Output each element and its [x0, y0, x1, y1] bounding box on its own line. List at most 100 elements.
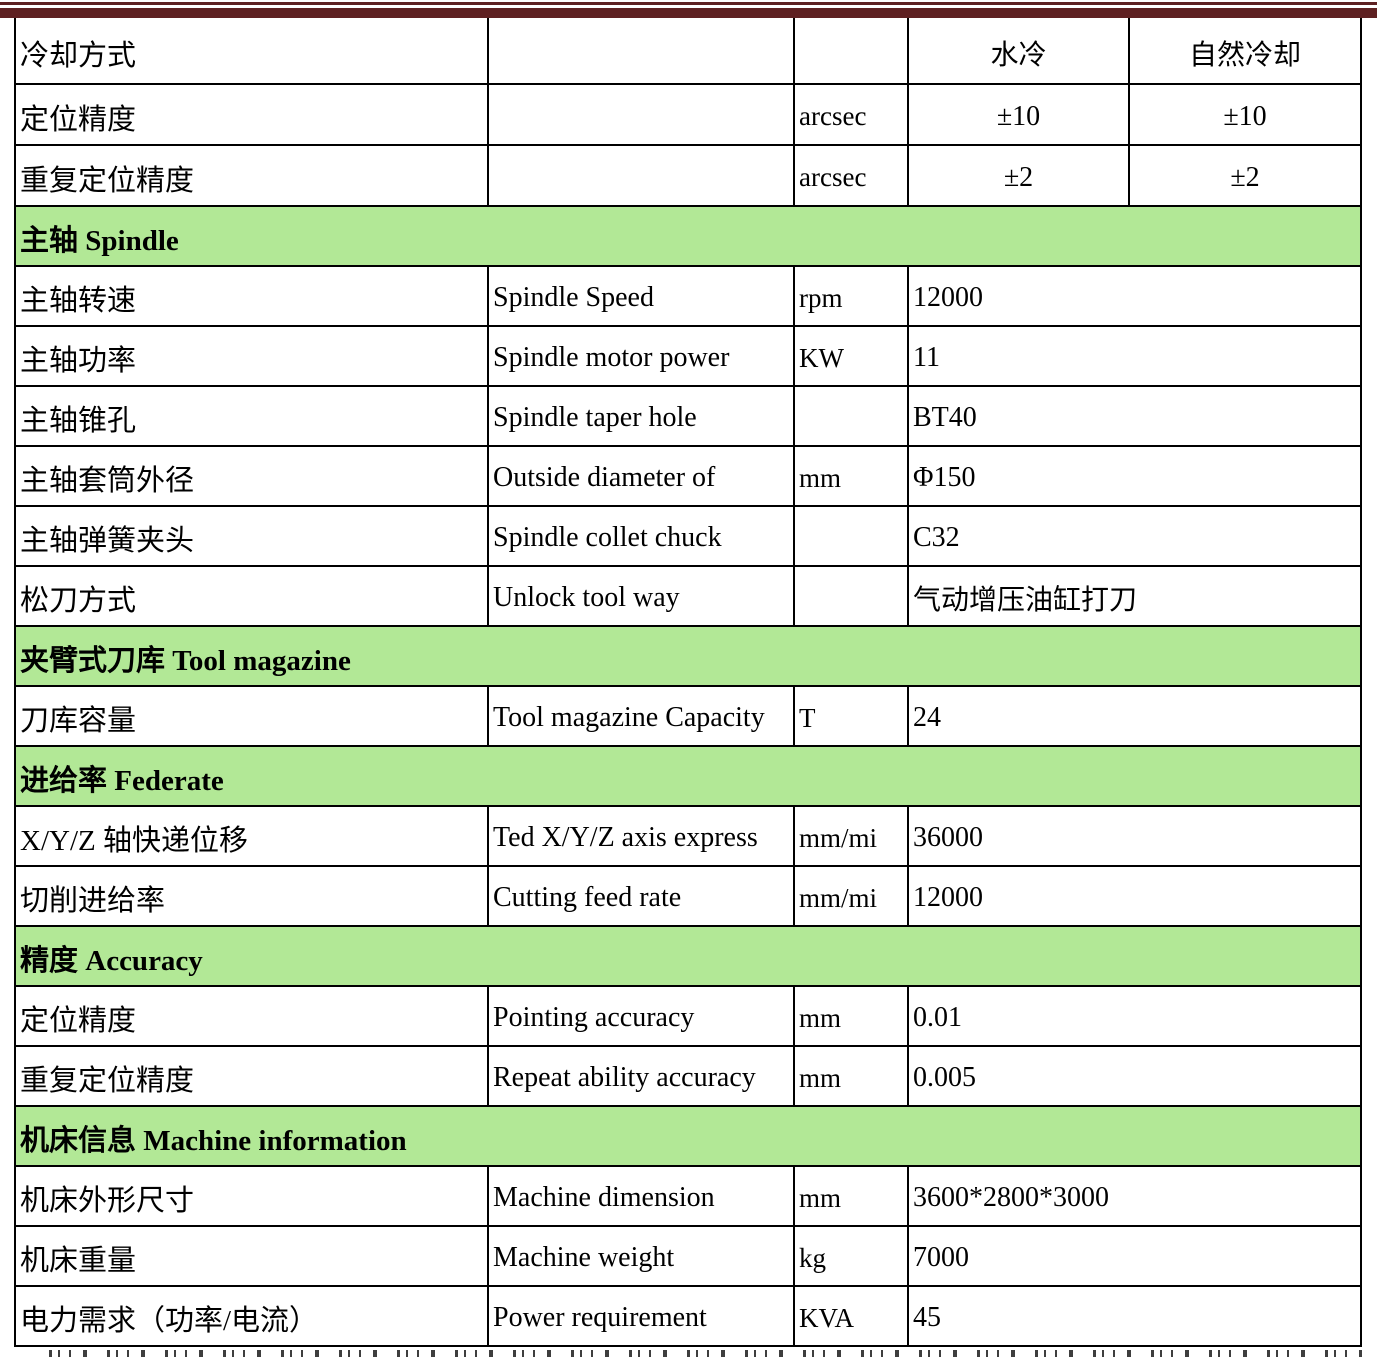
- unit-cell: [793, 505, 909, 567]
- spec-row: 主轴套筒外径 Outside diameter of mm Φ150: [14, 445, 1362, 507]
- spec-row: 重复定位精度 arcsec ±2 ±2: [14, 144, 1362, 207]
- label-en-cell: Tool magazine Capacity: [487, 685, 795, 747]
- unit-cell: arcsec: [793, 83, 909, 146]
- label-en-cell: Power requirement: [487, 1285, 795, 1347]
- label-cn-cell: 主轴弹簧夹头: [14, 505, 489, 567]
- unit-cell: KW: [793, 325, 909, 387]
- spec-row: 机床外形尺寸 Machine dimension mm 3600*2800*3000: [14, 1165, 1362, 1227]
- label-cn-cell: 主轴转速: [14, 265, 489, 327]
- value-cell: ±2: [907, 144, 1130, 207]
- label-en-cell: Machine dimension: [487, 1165, 795, 1227]
- spec-row: 松刀方式 Unlock tool way 气动增压油缸打刀: [14, 565, 1362, 627]
- value-cell: C32: [907, 505, 1362, 567]
- label-en-cell: [487, 144, 795, 207]
- spec-row: 定位精度 Pointing accuracy mm 0.01: [14, 985, 1362, 1047]
- section-header-row: 进给率 Federate: [14, 745, 1362, 807]
- label-en-cell: Spindle Speed: [487, 265, 795, 327]
- section-header-row: 机床信息 Machine information: [14, 1105, 1362, 1167]
- unit-cell: KVA: [793, 1285, 909, 1347]
- section-title: 精度 Accuracy: [14, 925, 1362, 987]
- label-cn-cell: 重复定位精度: [14, 144, 489, 207]
- label-cn-cell: 松刀方式: [14, 565, 489, 627]
- spec-row: 切削进给率 Cutting feed rate mm/mi 12000: [14, 865, 1362, 927]
- value-cell: 12000: [907, 865, 1362, 927]
- value-cell: 12000: [907, 265, 1362, 327]
- spec-row: 主轴功率 Spindle motor power KW 11: [14, 325, 1362, 387]
- unit-cell: kg: [793, 1225, 909, 1287]
- spec-row: 机床重量 Machine weight kg 7000: [14, 1225, 1362, 1287]
- label-cn-cell: 主轴锥孔: [14, 385, 489, 447]
- label-en-cell: Unlock tool way: [487, 565, 795, 627]
- value-cell: 水冷: [907, 18, 1130, 85]
- spec-row: 重复定位精度 Repeat ability accuracy mm 0.005: [14, 1045, 1362, 1107]
- value-cell: BT40: [907, 385, 1362, 447]
- label-cn-cell: X/Y/Z 轴快递位移: [14, 805, 489, 867]
- unit-cell: mm: [793, 985, 909, 1047]
- unit-cell: [793, 565, 909, 627]
- unit-cell: mm: [793, 1165, 909, 1227]
- section-header-row: 夹臂式刀库 Tool magazine: [14, 625, 1362, 687]
- label-en-cell: Outside diameter of: [487, 445, 795, 507]
- value-cell: 0.01: [907, 985, 1362, 1047]
- label-en-cell: Repeat ability accuracy: [487, 1045, 795, 1107]
- spec-table-body: 冷却方式 水冷 自然冷却 定位精度 arcsec ±10 ±10 重复定位精度 arcsec ±2…: [14, 18, 1362, 1347]
- label-cn-cell: 切削进给率: [14, 865, 489, 927]
- unit-cell: [793, 18, 909, 85]
- label-en-cell: Spindle collet chuck: [487, 505, 795, 567]
- label-cn-cell: 电力需求（功率/电流）: [14, 1285, 489, 1347]
- label-cn-cell: 主轴套筒外径: [14, 445, 489, 507]
- label-en-cell: Ted X/Y/Z axis express: [487, 805, 795, 867]
- value2-cell: ±2: [1128, 144, 1362, 207]
- unit-cell: mm: [793, 445, 909, 507]
- section-header-row: 精度 Accuracy: [14, 925, 1362, 987]
- label-en-cell: Pointing accuracy: [487, 985, 795, 1047]
- label-en-cell: Spindle motor power: [487, 325, 795, 387]
- label-cn-cell: 机床外形尺寸: [14, 1165, 489, 1227]
- value-cell: 7000: [907, 1225, 1362, 1287]
- unit-cell: rpm: [793, 265, 909, 327]
- value2-cell: ±10: [1128, 83, 1362, 146]
- label-cn-cell: 重复定位精度: [14, 1045, 489, 1107]
- label-en-cell: [487, 83, 795, 146]
- top-thin-rule: [0, 2, 1377, 5]
- spec-row: X/Y/Z 轴快递位移 Ted X/Y/Z axis express mm/mi 36…: [14, 805, 1362, 867]
- spec-row: 主轴转速 Spindle Speed rpm 12000: [14, 265, 1362, 327]
- label-en-cell: Cutting feed rate: [487, 865, 795, 927]
- section-header-row: 主轴 Spindle: [14, 205, 1362, 267]
- spec-table: 冷却方式 水冷 自然冷却 定位精度 arcsec ±10 ±10 重复定位精度 arcsec ±2…: [14, 18, 1362, 1347]
- section-title: 进给率 Federate: [14, 745, 1362, 807]
- label-cn-cell: 刀库容量: [14, 685, 489, 747]
- value2-cell: 自然冷却: [1128, 18, 1362, 85]
- value-cell: ±10: [907, 83, 1130, 146]
- unit-cell: mm/mi: [793, 865, 909, 927]
- spec-row: 定位精度 arcsec ±10 ±10: [14, 83, 1362, 146]
- clipped-text-fragments: [42, 1350, 1362, 1357]
- value-cell: 36000: [907, 805, 1362, 867]
- spec-row: 刀库容量 Tool magazine Capacity T 24: [14, 685, 1362, 747]
- value-cell: 3600*2800*3000: [907, 1165, 1362, 1227]
- spec-row: 冷却方式 水冷 自然冷却: [14, 18, 1362, 85]
- label-cn-cell: 主轴功率: [14, 325, 489, 387]
- label-en-cell: Machine weight: [487, 1225, 795, 1287]
- unit-cell: arcsec: [793, 144, 909, 207]
- label-cn-cell: 定位精度: [14, 83, 489, 146]
- value-cell: 11: [907, 325, 1362, 387]
- value-cell: Φ150: [907, 445, 1362, 507]
- unit-cell: T: [793, 685, 909, 747]
- value-cell: 24: [907, 685, 1362, 747]
- unit-cell: mm: [793, 1045, 909, 1107]
- value-cell: 0.005: [907, 1045, 1362, 1107]
- label-en-cell: Spindle taper hole: [487, 385, 795, 447]
- spec-row: 主轴弹簧夹头 Spindle collet chuck C32: [14, 505, 1362, 567]
- spec-row: 电力需求（功率/电流） Power requirement KVA 45: [14, 1285, 1362, 1347]
- section-title: 机床信息 Machine information: [14, 1105, 1362, 1167]
- top-thick-rule: [0, 8, 1377, 18]
- spec-row: 主轴锥孔 Spindle taper hole BT40: [14, 385, 1362, 447]
- value-cell: 45: [907, 1285, 1362, 1347]
- section-title: 夹臂式刀库 Tool magazine: [14, 625, 1362, 687]
- unit-cell: [793, 385, 909, 447]
- unit-cell: mm/mi: [793, 805, 909, 867]
- label-cn-cell: 定位精度: [14, 985, 489, 1047]
- label-cn-cell: 冷却方式: [14, 18, 489, 85]
